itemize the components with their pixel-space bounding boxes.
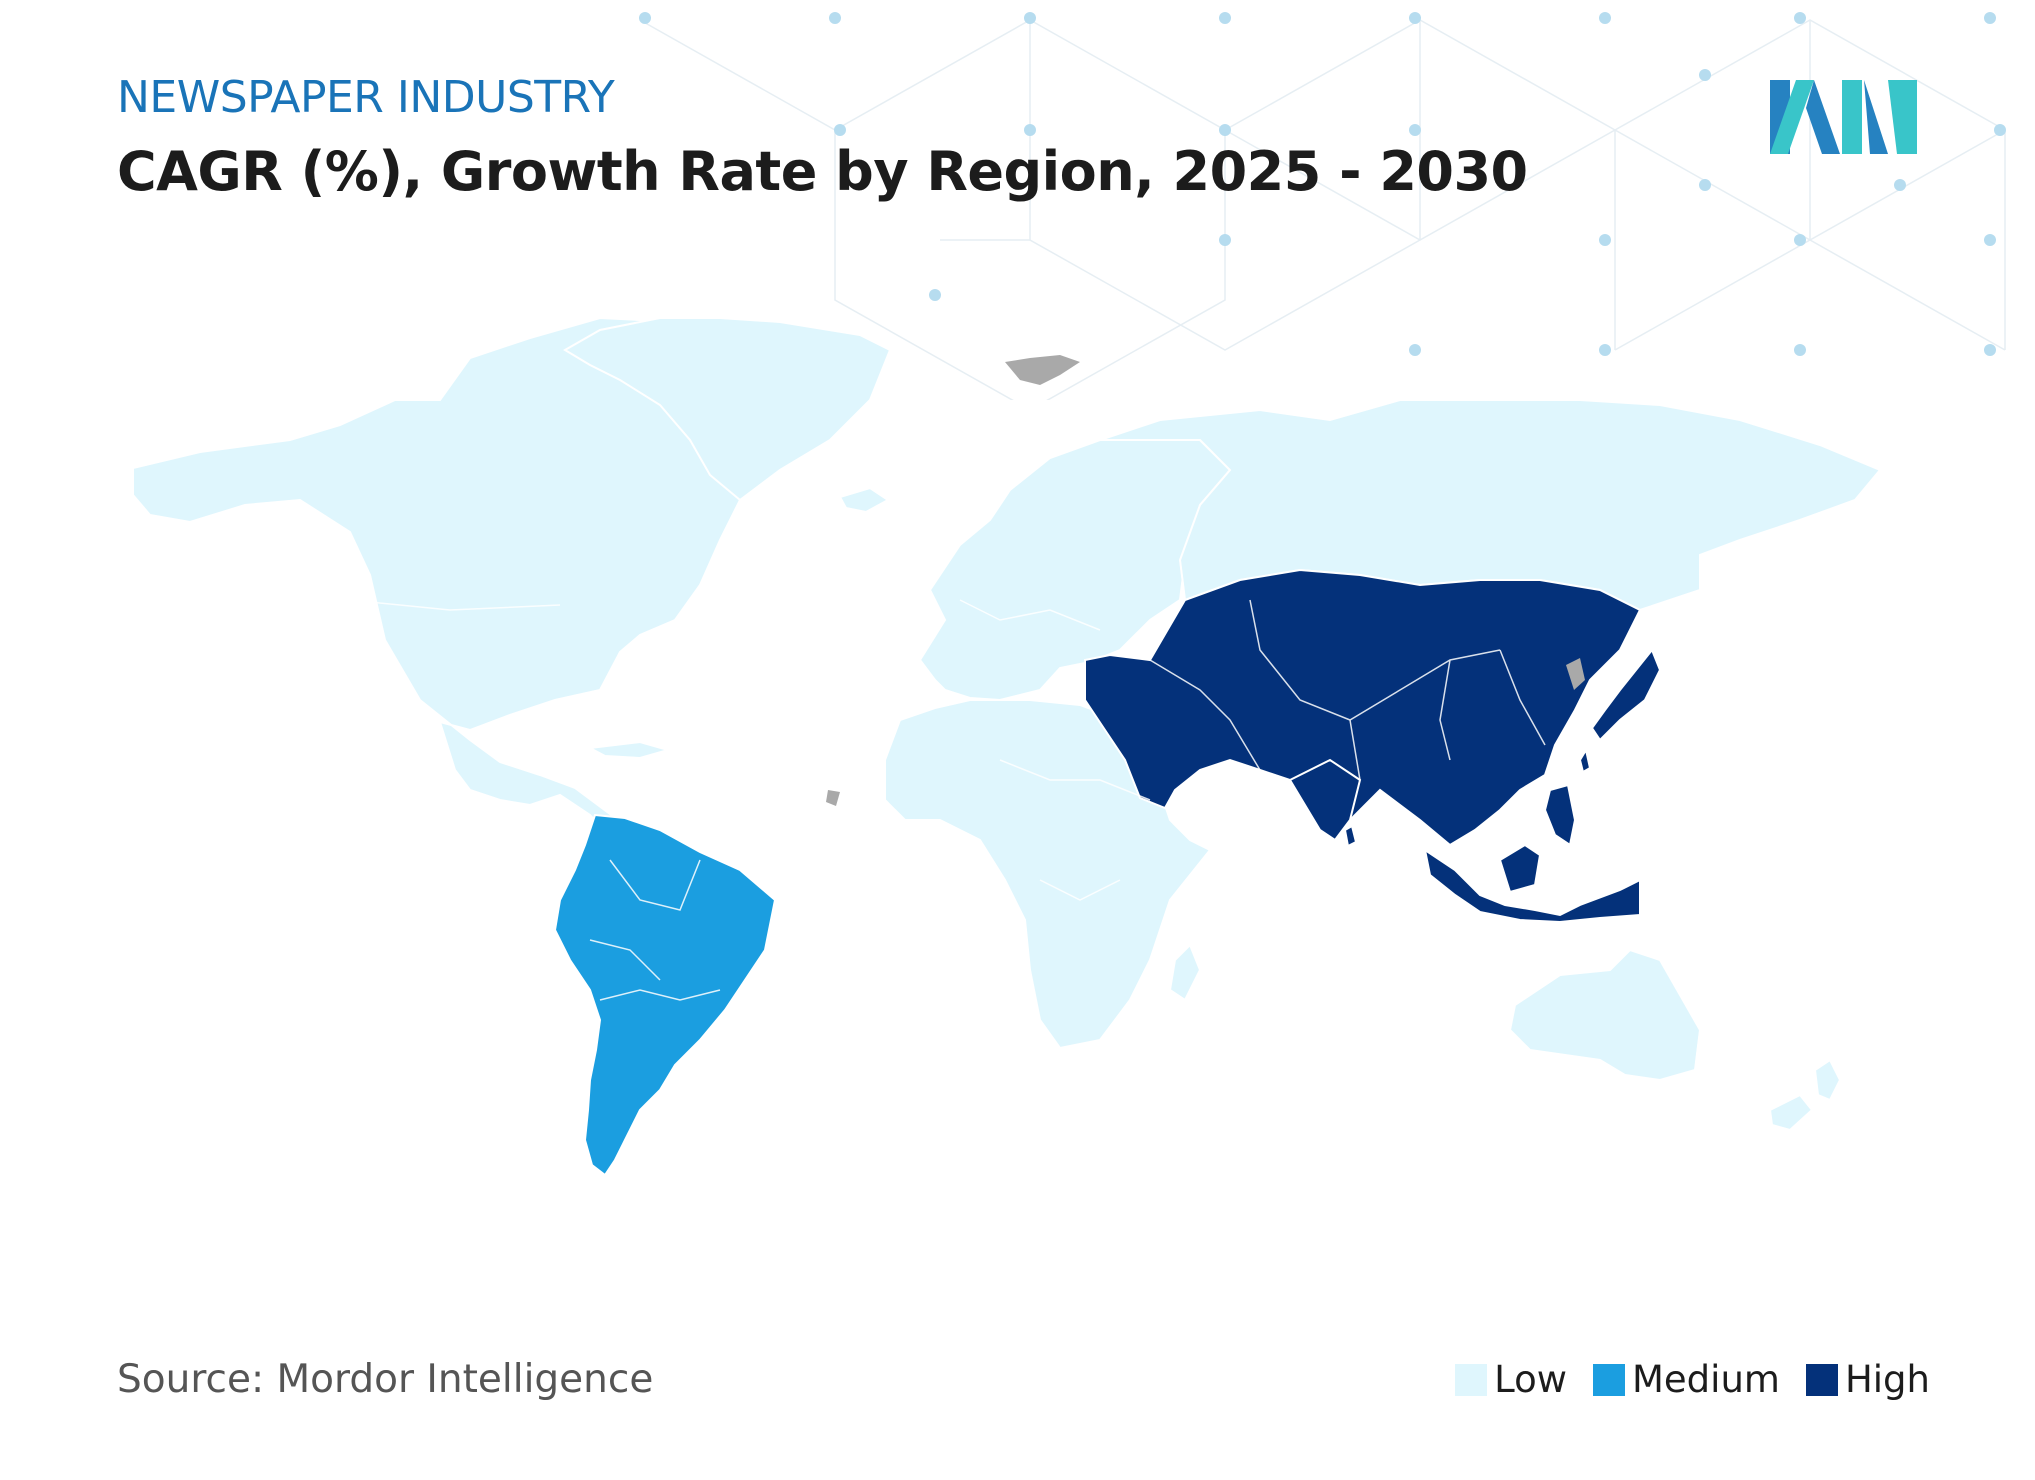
- legend-label-high: High: [1844, 1358, 1930, 1401]
- map-region-japan: [1590, 648, 1662, 742]
- legend-item-low: Low: [1455, 1358, 1567, 1401]
- map-region-new-zealand: [1813, 1058, 1842, 1102]
- map-region-iceland: [838, 486, 890, 514]
- map-region-svalbard: [1005, 355, 1080, 385]
- map-legend: Low Medium High: [1455, 1358, 1930, 1401]
- legend-swatch-low: [1455, 1363, 1488, 1396]
- map-region-russia: [1099, 399, 1882, 612]
- map-region-australia: [1508, 948, 1702, 1082]
- legend-item-high: High: [1805, 1358, 1930, 1401]
- map-region-india: [1288, 758, 1362, 842]
- report-kicker: NEWSPAPER INDUSTRY: [117, 72, 615, 123]
- mordor-intelligence-logo: [1770, 80, 1917, 154]
- legend-swatch-high: [1805, 1363, 1838, 1396]
- map-region-indonesia: [1423, 847, 1641, 924]
- map-region-borneo: [1498, 843, 1542, 894]
- map-region-philippines: [1543, 783, 1577, 847]
- legend-item-medium: Medium: [1593, 1358, 1780, 1401]
- map-region-asia: [1084, 568, 1642, 847]
- map-region-north-america: [132, 316, 882, 843]
- legend-swatch-medium: [1593, 1363, 1625, 1396]
- map-region-sri-lanka: [1343, 824, 1358, 848]
- map-region-new-zealand-south: [1768, 1093, 1814, 1132]
- map-region-greenland: [563, 317, 892, 502]
- map-region-cape-verde: [826, 790, 840, 806]
- page-title: CAGR (%), Growth Rate by Region, 2025 - …: [117, 140, 1528, 203]
- map-region-south-america: [553, 813, 777, 1177]
- map-region-madagascar: [1168, 943, 1202, 1002]
- map-region-caribbean: [586, 740, 672, 760]
- legend-label-low: Low: [1494, 1358, 1567, 1401]
- legend-label-medium: Medium: [1632, 1358, 1780, 1401]
- map-region-korea: [1566, 658, 1585, 690]
- background-hex-pattern: [639, 12, 2006, 400]
- map-region-taiwan: [1578, 747, 1592, 774]
- source-note: Source: Mordor Intelligence: [117, 1357, 654, 1402]
- map-region-africa: [884, 699, 1212, 1050]
